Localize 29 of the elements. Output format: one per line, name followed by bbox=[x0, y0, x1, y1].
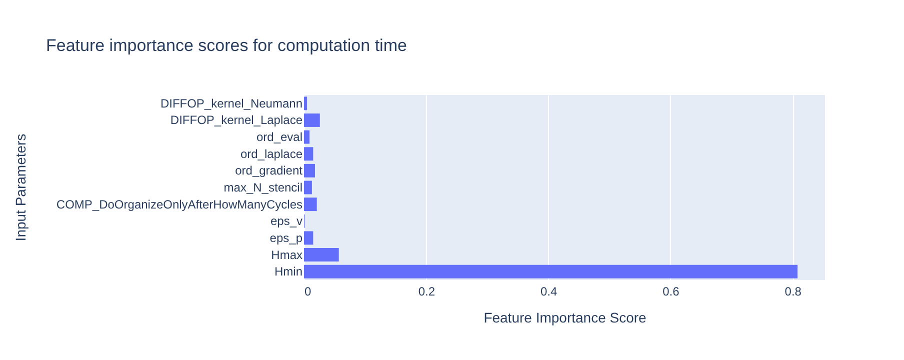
y-tick-label: Hmax bbox=[271, 248, 302, 262]
bar bbox=[304, 264, 798, 278]
y-tick-label: COMP_DoOrganizeOnlyAfterHowManyCycles bbox=[56, 197, 302, 212]
x-tick-label: 0.4 bbox=[540, 284, 558, 298]
y-tick-label: eps_p bbox=[270, 230, 303, 245]
bar bbox=[304, 147, 314, 161]
x-tick-label: 0.6 bbox=[662, 284, 680, 298]
y-tick-label: eps_v bbox=[270, 214, 302, 228]
bar bbox=[304, 248, 339, 262]
y-tick-label: Hmin bbox=[274, 264, 302, 279]
y-tick-label: DIFFOP_kernel_Neumann bbox=[160, 96, 302, 110]
bar bbox=[304, 114, 320, 127]
y-tick-label: DIFFOP_kernel_Laplace bbox=[170, 113, 303, 128]
y-tick-label: ord_laplace bbox=[240, 146, 303, 161]
y-tick-label: ord_gradient bbox=[235, 164, 304, 178]
y-axis-title: Input Parameters bbox=[12, 134, 28, 242]
bar bbox=[304, 96, 308, 110]
bar bbox=[304, 130, 310, 144]
x-tick-label: 0.8 bbox=[784, 284, 802, 298]
x-axis-title: Feature Importance Score bbox=[484, 310, 647, 326]
x-tick-label: 0 bbox=[304, 284, 312, 298]
bar bbox=[304, 231, 314, 245]
bar bbox=[304, 198, 317, 212]
bar bbox=[304, 164, 315, 178]
bar bbox=[304, 180, 312, 194]
y-tick-label: max_N_stencil bbox=[224, 180, 302, 194]
chart-title: Feature importance scores for computation time bbox=[46, 36, 407, 55]
y-tick-label: ord_eval bbox=[256, 130, 302, 144]
x-tick-label: 0.2 bbox=[418, 284, 436, 298]
